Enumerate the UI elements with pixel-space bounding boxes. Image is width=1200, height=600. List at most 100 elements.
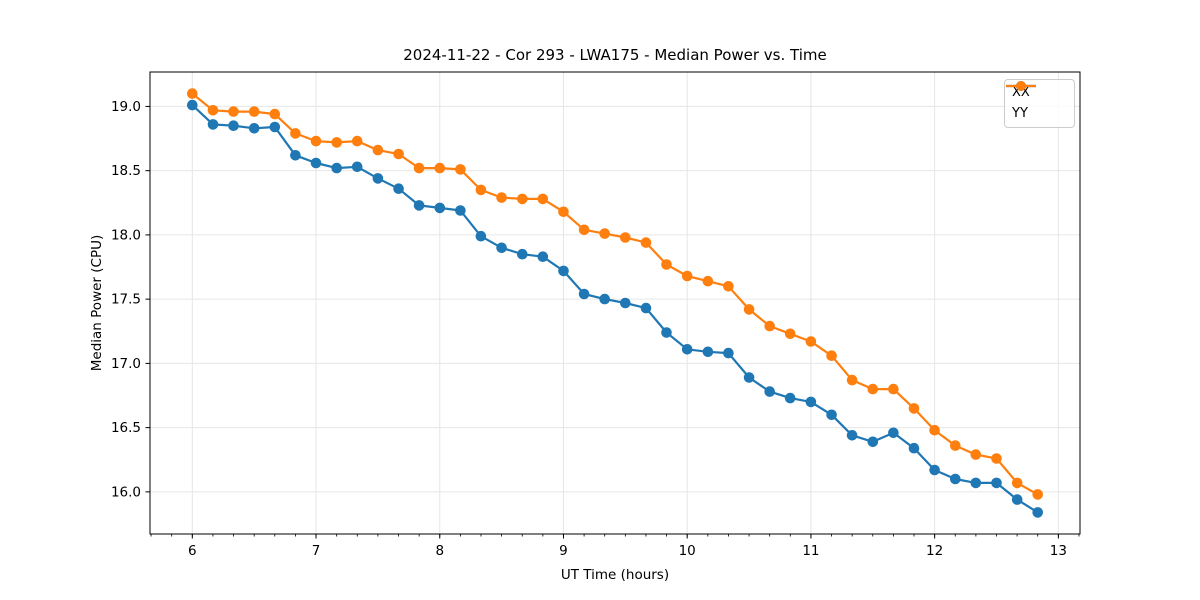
data-point-yy <box>248 106 260 117</box>
data-point-xx <box>537 251 549 262</box>
data-point-xx <box>1032 507 1043 518</box>
data-point-xx <box>475 230 487 242</box>
data-point-xx <box>805 396 817 408</box>
legend-label-xx: XX <box>1012 85 1030 100</box>
data-point-yy <box>950 440 961 451</box>
data-point-yy <box>661 259 672 270</box>
data-point-xx <box>950 473 961 485</box>
data-point-yy <box>888 383 899 395</box>
data-point-yy <box>826 350 837 362</box>
data-point-yy <box>702 275 714 287</box>
data-point-xx <box>578 288 590 300</box>
data-point-xx <box>558 265 569 277</box>
data-point-xx <box>723 347 734 359</box>
data-point-xx <box>187 99 198 111</box>
data-point-xx <box>413 200 425 211</box>
x-tick-label: 10 <box>679 543 696 559</box>
data-point-yy <box>1032 489 1043 500</box>
data-point-xx <box>681 344 693 355</box>
data-point-xx <box>455 205 466 216</box>
data-point-yy <box>455 164 466 175</box>
data-point-yy <box>496 192 507 203</box>
data-point-yy <box>764 320 775 332</box>
data-point-yy <box>537 193 549 205</box>
data-point-yy <box>351 135 363 147</box>
legend: XX YY <box>1004 79 1075 128</box>
data-point-yy <box>331 137 343 148</box>
x-tick-label: 13 <box>1050 543 1067 559</box>
y-axis-label-text: Median Power (CPU) <box>89 234 105 372</box>
data-point-yy <box>620 232 631 243</box>
axes-spines <box>149 71 1081 535</box>
x-tick-label: 6 <box>188 543 197 559</box>
data-point-yy <box>269 108 281 120</box>
data-point-yy <box>805 336 817 347</box>
data-point-yy <box>207 105 219 116</box>
data-point-xx <box>640 302 652 314</box>
data-point-xx <box>310 157 322 169</box>
data-point-yy <box>413 162 425 174</box>
data-point-yy <box>228 106 239 117</box>
data-point-yy <box>578 224 590 236</box>
data-point-xx <box>1011 494 1023 505</box>
y-tick-label: 18.5 <box>111 163 141 179</box>
data-point-xx <box>991 477 1002 489</box>
data-point-yy <box>310 135 322 147</box>
data-point-yy <box>475 184 487 196</box>
data-point-xx <box>764 386 775 397</box>
data-point-yy <box>393 148 404 160</box>
x-tick-label: 9 <box>559 543 568 559</box>
data-point-xx <box>207 119 219 130</box>
data-point-xx <box>434 202 446 214</box>
data-point-xx <box>269 121 281 133</box>
data-point-yy <box>846 374 858 386</box>
x-tick-label: 11 <box>802 543 819 559</box>
data-point-yy <box>784 328 796 340</box>
y-tick-label: 18.0 <box>111 227 141 243</box>
x-tick-label: 7 <box>312 543 321 559</box>
data-point-xx <box>661 327 672 338</box>
data-point-xx <box>867 436 879 448</box>
data-point-yy <box>743 304 755 315</box>
data-point-xx <box>620 297 631 309</box>
data-point-xx <box>929 464 940 476</box>
data-point-xx <box>743 372 755 383</box>
data-point-yy <box>991 453 1002 464</box>
data-point-xx <box>846 430 858 441</box>
data-point-xx <box>702 346 714 358</box>
data-point-yy <box>970 449 982 460</box>
y-tick-label: 19.0 <box>111 99 141 115</box>
x-tick-label: 8 <box>435 543 444 559</box>
data-point-xx <box>372 173 384 184</box>
data-point-yy <box>372 144 384 156</box>
data-point-xx <box>290 150 301 161</box>
data-point-yy <box>558 206 569 218</box>
data-point-xx <box>393 183 404 194</box>
data-point-yy <box>290 128 301 139</box>
x-axis-label: UT Time (hours) <box>560 567 670 583</box>
data-point-xx <box>496 242 507 254</box>
data-point-yy <box>867 383 879 395</box>
y-tick-label: 17.5 <box>111 292 141 308</box>
data-point-xx <box>228 120 239 131</box>
data-point-yy <box>599 228 610 239</box>
data-point-xx <box>826 409 837 421</box>
data-point-xx <box>970 477 982 489</box>
data-point-yy <box>723 281 734 292</box>
data-point-yy <box>434 162 446 174</box>
data-point-xx <box>517 248 528 260</box>
chart-title: 2024-11-22 - Cor 293 - LWA175 - Median P… <box>403 46 827 64</box>
data-point-yy <box>929 424 940 436</box>
data-point-xx <box>784 392 796 404</box>
legend-label-yy: YY <box>1012 106 1028 121</box>
data-point-xx <box>908 442 920 454</box>
x-tick-label: 12 <box>926 543 943 559</box>
y-tick-label: 16.0 <box>111 484 141 500</box>
data-point-yy <box>681 270 693 282</box>
legend-line-marker-yy-icon <box>1006 81 1036 91</box>
y-tick-label: 17.0 <box>111 356 141 372</box>
data-point-xx <box>331 162 343 174</box>
data-point-yy <box>1011 477 1023 489</box>
y-tick-label: 16.5 <box>111 420 141 436</box>
